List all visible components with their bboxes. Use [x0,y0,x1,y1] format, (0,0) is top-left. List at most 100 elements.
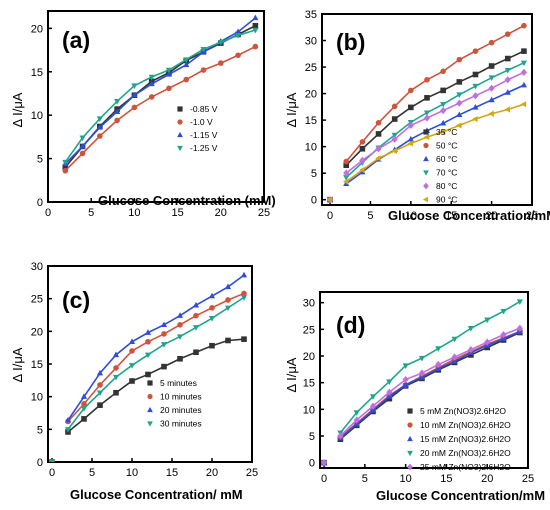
data-point [391,132,398,139]
y-tick-label: 25 [31,294,43,306]
data-point [96,116,103,123]
panel-label: (d) [336,312,365,338]
data-point [235,33,242,39]
data-point [504,89,511,95]
series-line [339,330,521,438]
y-tick-label: 0 [311,195,317,207]
panel-label: (b) [336,29,365,55]
data-point [456,56,463,63]
data-point [165,67,173,74]
legend-marker [423,182,429,190]
data-point [81,401,87,407]
data-point [97,402,103,408]
data-point [114,117,120,124]
data-point [386,379,393,385]
x-tick-label: 0 [327,210,333,222]
data-point [402,363,409,369]
x-tick-label: 10 [128,207,140,219]
data-point [451,353,458,361]
x-tick-label: 20 [215,207,227,219]
data-point [488,75,495,82]
x-tick-label: 10 [126,467,138,479]
data-point [80,406,88,412]
legend-label: 5 minutes [160,378,197,388]
data-point [391,147,397,154]
x-tick-label: 25 [522,473,534,485]
series-line [67,274,245,421]
legend-label: 90 °C [436,195,457,205]
series-line [67,292,245,423]
y-tick-label: 5 [37,154,43,166]
data-point [128,363,136,369]
data-point [386,393,393,399]
y-tick-label: 20 [31,326,43,338]
x-tick-label: 15 [166,467,178,479]
data-point [114,99,121,105]
data-point [359,139,366,145]
data-point [353,420,360,427]
data-point [183,61,190,68]
data-point [359,166,365,174]
data-point [148,80,155,87]
y-tick-label: 5 [311,168,317,180]
data-point [337,432,344,440]
x-axis-title: Glucose Concentration/mM [376,488,545,503]
data-point [435,346,442,352]
data-point [440,106,447,115]
legend-label: 25 mM Zn(NO3)2.6H2O [420,462,511,472]
series-line [339,330,521,439]
data-point [343,158,350,165]
y-tick-label: 25 [305,62,317,74]
legend-marker [423,155,429,162]
data-point [402,381,409,388]
data-point [131,104,138,111]
data-point [252,22,259,29]
data-point [217,40,224,46]
y-tick-label: 20 [31,23,43,35]
legend-marker [147,380,153,386]
data-point [488,110,494,117]
data-point [342,178,349,185]
data-point [62,167,69,174]
data-point [369,402,377,410]
data-point [145,338,151,345]
data-point [353,410,360,416]
y-axis-title: Δ I/μA [10,347,25,382]
data-point [320,459,328,467]
data-point [79,143,86,149]
data-point [177,355,183,362]
data-point [484,317,491,324]
data-point [131,83,138,90]
data-point [359,145,366,152]
data-point [402,375,409,384]
legend-label: 10 minutes [160,392,202,402]
data-point [484,338,491,346]
y-tick-label: 15 [303,378,315,390]
data-point [504,67,511,74]
data-point [235,52,241,59]
data-point [112,351,120,358]
data-point [516,324,523,332]
legend-marker [423,170,429,176]
x-axis-title: Glucose Concentration/ mM [70,487,243,502]
data-point [500,335,507,342]
data-point [209,342,215,349]
series-line [345,103,525,183]
x-tick-label: 5 [362,473,368,485]
data-point [62,159,69,166]
x-tick-label: 5 [88,207,94,219]
data-point [521,22,527,29]
x-tick-label: 20 [206,467,218,479]
data-point [326,196,333,203]
data-point [521,48,527,54]
y-tick-label: 10 [31,110,43,122]
data-point [241,336,247,342]
data-point [235,28,242,35]
data-point [97,382,103,388]
data-point [418,355,426,362]
chart-panel-1: 0 5 10 15 20 25 0 5 10 15 20 (a) -0.85 V -1.0 V -1.15 … [10,10,276,219]
data-point [423,110,431,117]
series-line [64,25,256,168]
legend-marker [407,463,413,471]
x-tick-label: 25 [526,210,538,222]
